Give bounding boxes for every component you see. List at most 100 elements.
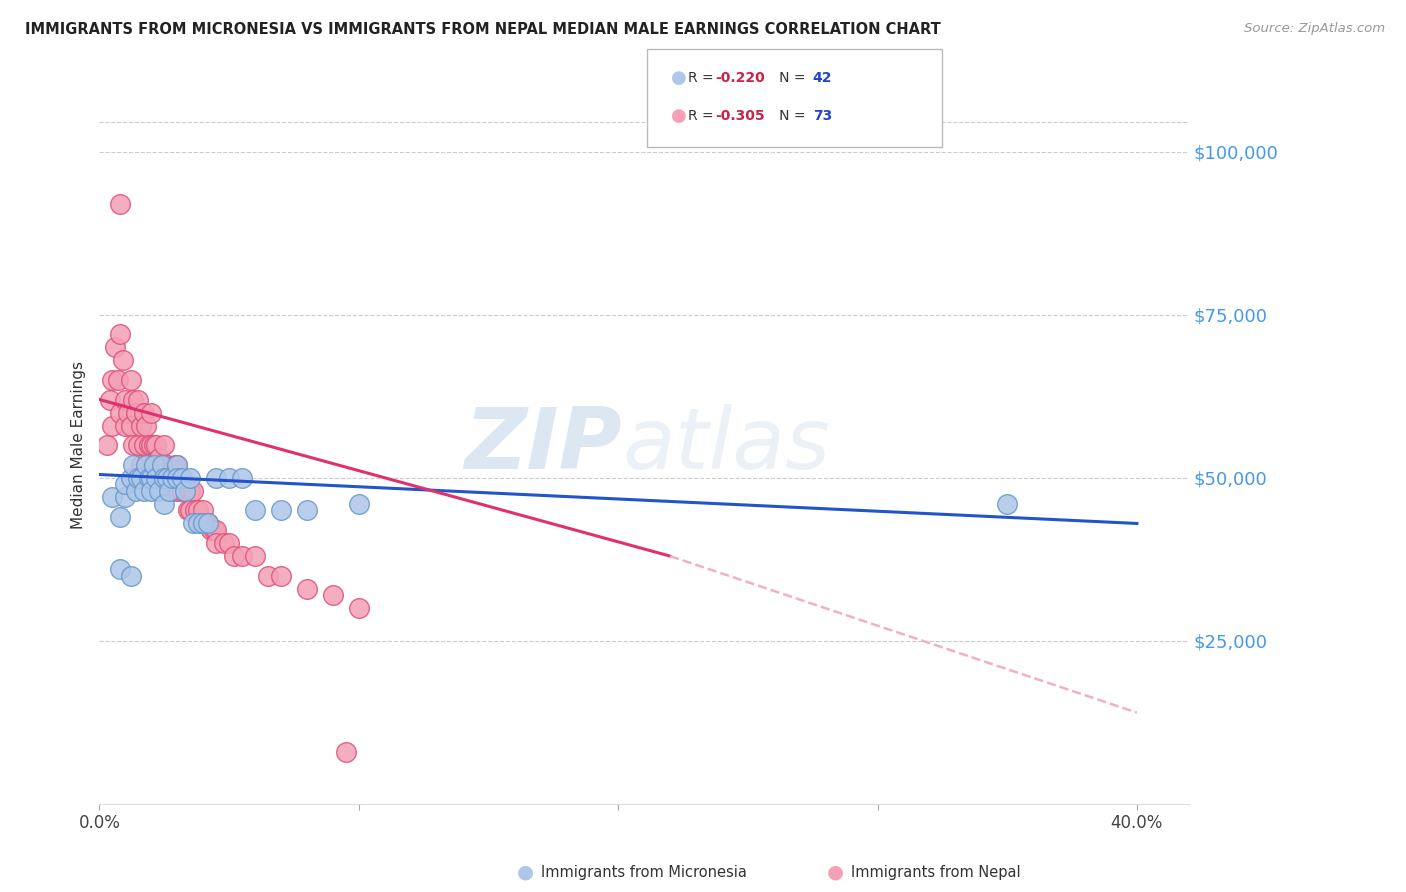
Point [187,516,209,531]
Point [153,471,176,485]
Point [114,418,136,433]
Text: ●: ● [827,863,844,882]
Point [122,458,145,472]
Text: -0.305: -0.305 [716,109,765,123]
Point [117,406,139,420]
Point [135,458,157,472]
Point [181,516,204,531]
Point [160,471,183,485]
Point [295,503,318,517]
Point [205,536,228,550]
Point [202,523,225,537]
Point [212,536,235,550]
Point [129,418,152,433]
Point [129,471,152,485]
Point [108,510,131,524]
Point [111,353,134,368]
Point [142,438,165,452]
Text: R =: R = [688,109,717,123]
Point [172,483,194,498]
Point [184,503,207,517]
Point [108,196,131,211]
Text: R =: R = [688,71,717,86]
Point [295,582,318,596]
Point [127,438,149,452]
Text: ZIP: ZIP [465,404,623,487]
Point [347,497,370,511]
Text: N =: N = [766,109,810,123]
Point [169,471,191,485]
Point [156,458,179,472]
Point [347,601,370,615]
Point [141,406,163,420]
Point [141,471,163,485]
Point [153,438,176,452]
Point [153,471,176,485]
Point [166,471,188,485]
Point [166,458,188,472]
Text: atlas: atlas [623,404,831,487]
Point [218,536,240,550]
Point [108,327,131,342]
Point [138,438,160,452]
Point [335,745,357,759]
Point [243,503,266,517]
Point [138,471,160,485]
Point [141,438,163,452]
Point [224,549,246,563]
Point [270,503,292,517]
Text: ●: ● [671,107,686,125]
Text: ●: ● [671,70,686,87]
Point [166,458,188,472]
Point [205,523,228,537]
Point [176,503,198,517]
Point [125,406,148,420]
Text: ●: ● [517,863,534,882]
Point [120,568,142,582]
Text: N =: N = [766,71,810,86]
Point [145,471,167,485]
Point [187,503,209,517]
Point [159,471,181,485]
Point [179,503,201,517]
Point [114,392,136,407]
Point [160,471,183,485]
Point [179,471,201,485]
Point [148,483,170,498]
Point [114,477,136,491]
Point [135,418,157,433]
Point [101,491,124,505]
Point [150,458,173,472]
Point [193,516,215,531]
Point [270,568,292,582]
Text: IMMIGRANTS FROM MICRONESIA VS IMMIGRANTS FROM NEPAL MEDIAN MALE EARNINGS CORRELA: IMMIGRANTS FROM MICRONESIA VS IMMIGRANTS… [25,22,941,37]
Point [120,373,142,387]
Point [120,471,142,485]
Point [142,458,165,472]
Point [163,458,186,472]
Point [179,483,201,498]
Point [132,483,155,498]
Point [107,373,129,387]
Point [205,471,228,485]
Point [120,418,142,433]
Point [104,340,127,354]
Point [159,483,181,498]
Point [243,549,266,563]
Text: Immigrants from Micronesia: Immigrants from Micronesia [541,865,747,880]
Point [995,497,1018,511]
Point [125,483,148,498]
Point [218,471,240,485]
Point [98,392,121,407]
Text: -0.220: -0.220 [716,71,765,86]
Text: 42: 42 [813,71,832,86]
Point [129,458,152,472]
Point [153,497,176,511]
Point [127,471,149,485]
Point [181,483,204,498]
Point [193,503,215,517]
Text: Source: ZipAtlas.com: Source: ZipAtlas.com [1244,22,1385,36]
Point [197,516,219,531]
Point [127,392,149,407]
Point [200,523,222,537]
